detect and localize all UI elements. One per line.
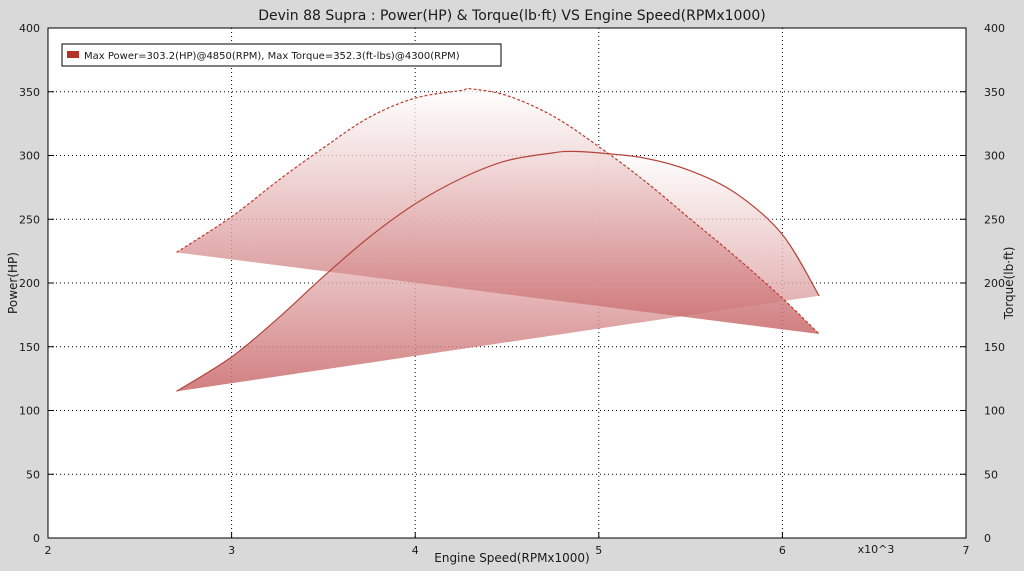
y-tick-label: 350 bbox=[19, 86, 40, 99]
legend-swatch bbox=[67, 51, 79, 58]
y-tick-label: 150 bbox=[19, 341, 40, 354]
y2-tick-label: 200 bbox=[984, 277, 1005, 290]
legend: Max Power=303.2(HP)@4850(RPM), Max Torqu… bbox=[61, 43, 502, 67]
chart-title: Devin 88 Supra : Power(HP) & Torque(lb·f… bbox=[258, 8, 766, 24]
x-axis-label: Engine Speed(RPMx1000) bbox=[434, 551, 590, 565]
x-tick-label: 3 bbox=[228, 544, 235, 557]
y-tick-label: 100 bbox=[19, 405, 40, 418]
y2-tick-label: 250 bbox=[984, 213, 1005, 226]
x-tick-label: 7 bbox=[963, 544, 970, 557]
y-axis-label: Power(HP) bbox=[6, 252, 20, 314]
y2-tick-label: 400 bbox=[984, 22, 1005, 35]
series-lines bbox=[176, 87, 820, 392]
legend-box bbox=[61, 43, 502, 67]
y-tick-label: 400 bbox=[19, 22, 40, 35]
axis-ticks: 2 3 4 5 6 7 0 50 100 150 200 250 300 350 400 0 50 100 150 2… bbox=[19, 22, 1005, 557]
power-line bbox=[176, 150, 820, 392]
x-tick-label: 4 bbox=[412, 544, 419, 557]
x-tick-label: 2 bbox=[45, 544, 52, 557]
x-tick-label: 5 bbox=[595, 544, 602, 557]
x-multiplier-label: x10^3 bbox=[858, 543, 895, 556]
x-tick-label: 6 bbox=[779, 544, 786, 557]
series-areas bbox=[176, 88, 820, 392]
y-tick-label: 300 bbox=[19, 150, 40, 163]
y2-tick-label: 0 bbox=[984, 532, 991, 545]
torque-line bbox=[176, 87, 820, 335]
y2-tick-label: 300 bbox=[984, 150, 1005, 163]
y-tick-label: 250 bbox=[19, 213, 40, 226]
y-tick-label: 0 bbox=[33, 532, 40, 545]
y2-tick-label: 50 bbox=[984, 468, 998, 481]
y2-tick-label: 350 bbox=[984, 86, 1005, 99]
torque-area bbox=[176, 88, 820, 334]
y2-axis-label: Torque(lb·ft) bbox=[1002, 247, 1016, 321]
y2-tick-label: 150 bbox=[984, 341, 1005, 354]
y-tick-label: 200 bbox=[19, 277, 40, 290]
legend-text: Max Power=303.2(HP)@4850(RPM), Max Torqu… bbox=[84, 51, 460, 62]
y2-tick-label: 100 bbox=[984, 405, 1005, 418]
y-tick-label: 50 bbox=[26, 468, 40, 481]
